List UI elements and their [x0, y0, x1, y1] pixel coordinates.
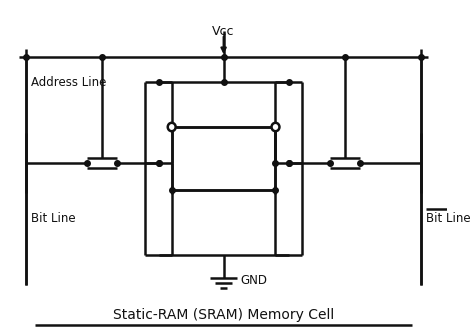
Text: Bit Line: Bit Line — [426, 211, 470, 224]
Circle shape — [272, 123, 280, 131]
Text: Vcc: Vcc — [212, 25, 235, 38]
Text: Static-RAM (SRAM) Memory Cell: Static-RAM (SRAM) Memory Cell — [113, 308, 334, 322]
Text: GND: GND — [241, 275, 268, 288]
Text: Bit Line: Bit Line — [31, 211, 76, 224]
Circle shape — [168, 123, 176, 131]
Text: Address Line: Address Line — [31, 75, 107, 89]
